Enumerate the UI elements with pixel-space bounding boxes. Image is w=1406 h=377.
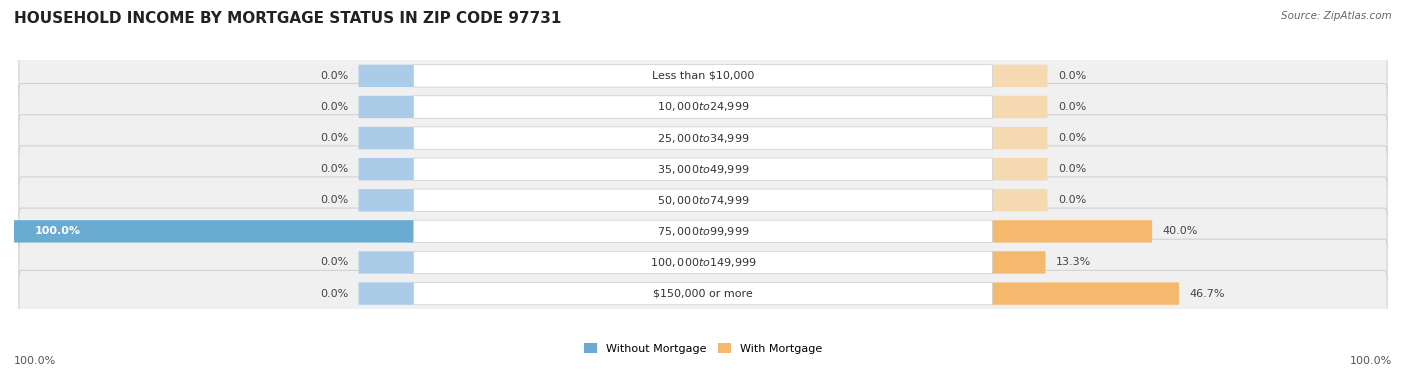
FancyBboxPatch shape — [413, 282, 993, 305]
Text: $50,000 to $74,999: $50,000 to $74,999 — [657, 194, 749, 207]
FancyBboxPatch shape — [993, 282, 1180, 305]
Text: $10,000 to $24,999: $10,000 to $24,999 — [657, 101, 749, 113]
FancyBboxPatch shape — [359, 96, 413, 118]
Text: 0.0%: 0.0% — [321, 133, 349, 143]
FancyBboxPatch shape — [18, 115, 1388, 161]
Text: 0.0%: 0.0% — [1057, 195, 1085, 205]
FancyBboxPatch shape — [359, 251, 413, 274]
FancyBboxPatch shape — [359, 158, 413, 180]
FancyBboxPatch shape — [18, 84, 1388, 130]
FancyBboxPatch shape — [413, 189, 993, 211]
FancyBboxPatch shape — [993, 251, 1046, 274]
FancyBboxPatch shape — [359, 282, 413, 305]
Text: $100,000 to $149,999: $100,000 to $149,999 — [650, 256, 756, 269]
FancyBboxPatch shape — [413, 127, 993, 149]
FancyBboxPatch shape — [993, 127, 1047, 149]
FancyBboxPatch shape — [359, 189, 413, 211]
Legend: Without Mortgage, With Mortgage: Without Mortgage, With Mortgage — [579, 339, 827, 358]
FancyBboxPatch shape — [993, 65, 1047, 87]
FancyBboxPatch shape — [413, 220, 993, 242]
FancyBboxPatch shape — [359, 127, 413, 149]
Text: Source: ZipAtlas.com: Source: ZipAtlas.com — [1281, 11, 1392, 21]
Text: 100.0%: 100.0% — [35, 226, 80, 236]
FancyBboxPatch shape — [14, 220, 413, 242]
Text: $150,000 or more: $150,000 or more — [654, 288, 752, 299]
FancyBboxPatch shape — [993, 220, 1152, 242]
Text: $25,000 to $34,999: $25,000 to $34,999 — [657, 132, 749, 144]
Text: 0.0%: 0.0% — [321, 195, 349, 205]
Text: $35,000 to $49,999: $35,000 to $49,999 — [657, 163, 749, 176]
Text: 0.0%: 0.0% — [321, 102, 349, 112]
Text: Less than $10,000: Less than $10,000 — [652, 71, 754, 81]
Text: HOUSEHOLD INCOME BY MORTGAGE STATUS IN ZIP CODE 97731: HOUSEHOLD INCOME BY MORTGAGE STATUS IN Z… — [14, 11, 561, 26]
FancyBboxPatch shape — [413, 65, 993, 87]
Text: 100.0%: 100.0% — [14, 356, 56, 366]
Text: 46.7%: 46.7% — [1189, 288, 1225, 299]
Text: 40.0%: 40.0% — [1163, 226, 1198, 236]
Text: 0.0%: 0.0% — [1057, 71, 1085, 81]
Text: 0.0%: 0.0% — [321, 164, 349, 174]
FancyBboxPatch shape — [18, 146, 1388, 193]
FancyBboxPatch shape — [18, 270, 1388, 317]
Text: 0.0%: 0.0% — [1057, 102, 1085, 112]
FancyBboxPatch shape — [413, 251, 993, 274]
Text: 0.0%: 0.0% — [321, 257, 349, 268]
FancyBboxPatch shape — [18, 177, 1388, 224]
FancyBboxPatch shape — [993, 158, 1047, 180]
Text: 0.0%: 0.0% — [321, 71, 349, 81]
FancyBboxPatch shape — [413, 158, 993, 180]
FancyBboxPatch shape — [993, 96, 1047, 118]
FancyBboxPatch shape — [413, 96, 993, 118]
Text: 100.0%: 100.0% — [1350, 356, 1392, 366]
Text: 0.0%: 0.0% — [1057, 133, 1085, 143]
Text: 0.0%: 0.0% — [321, 288, 349, 299]
FancyBboxPatch shape — [18, 208, 1388, 255]
FancyBboxPatch shape — [359, 65, 413, 87]
Text: 13.3%: 13.3% — [1056, 257, 1091, 268]
FancyBboxPatch shape — [18, 52, 1388, 99]
FancyBboxPatch shape — [993, 189, 1047, 211]
FancyBboxPatch shape — [18, 239, 1388, 286]
Text: $75,000 to $99,999: $75,000 to $99,999 — [657, 225, 749, 238]
Text: 0.0%: 0.0% — [1057, 164, 1085, 174]
